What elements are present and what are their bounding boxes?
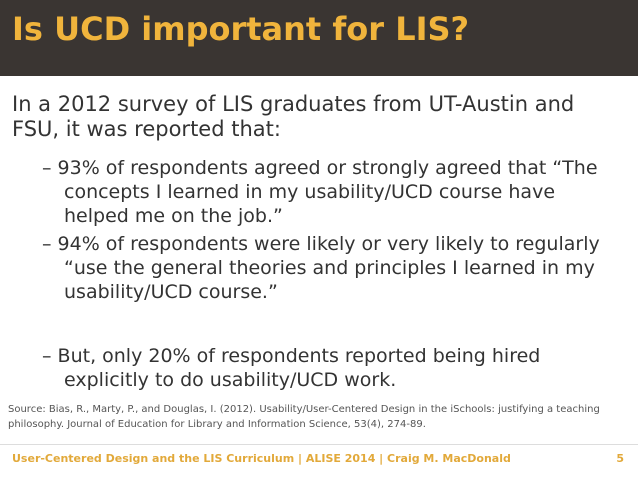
title-bar: Is UCD important for LIS?	[0, 0, 638, 76]
footer: User-Centered Design and the LIS Curricu…	[12, 452, 511, 465]
page-number: 5	[616, 452, 624, 465]
bullet: – 94% of respondents were likely or very…	[42, 233, 600, 303]
divider	[0, 444, 638, 445]
intro: In a 2012 survey of LIS graduates from U…	[12, 92, 575, 141]
bullet: – 93% of respondents agreed or strongly …	[42, 157, 598, 227]
title: Is UCD important for LIS?	[12, 10, 470, 48]
bullet: – But, only 20% of respondents reported …	[42, 345, 541, 391]
source: Source: Bias, R., Marty, P., and Douglas…	[8, 404, 600, 430]
